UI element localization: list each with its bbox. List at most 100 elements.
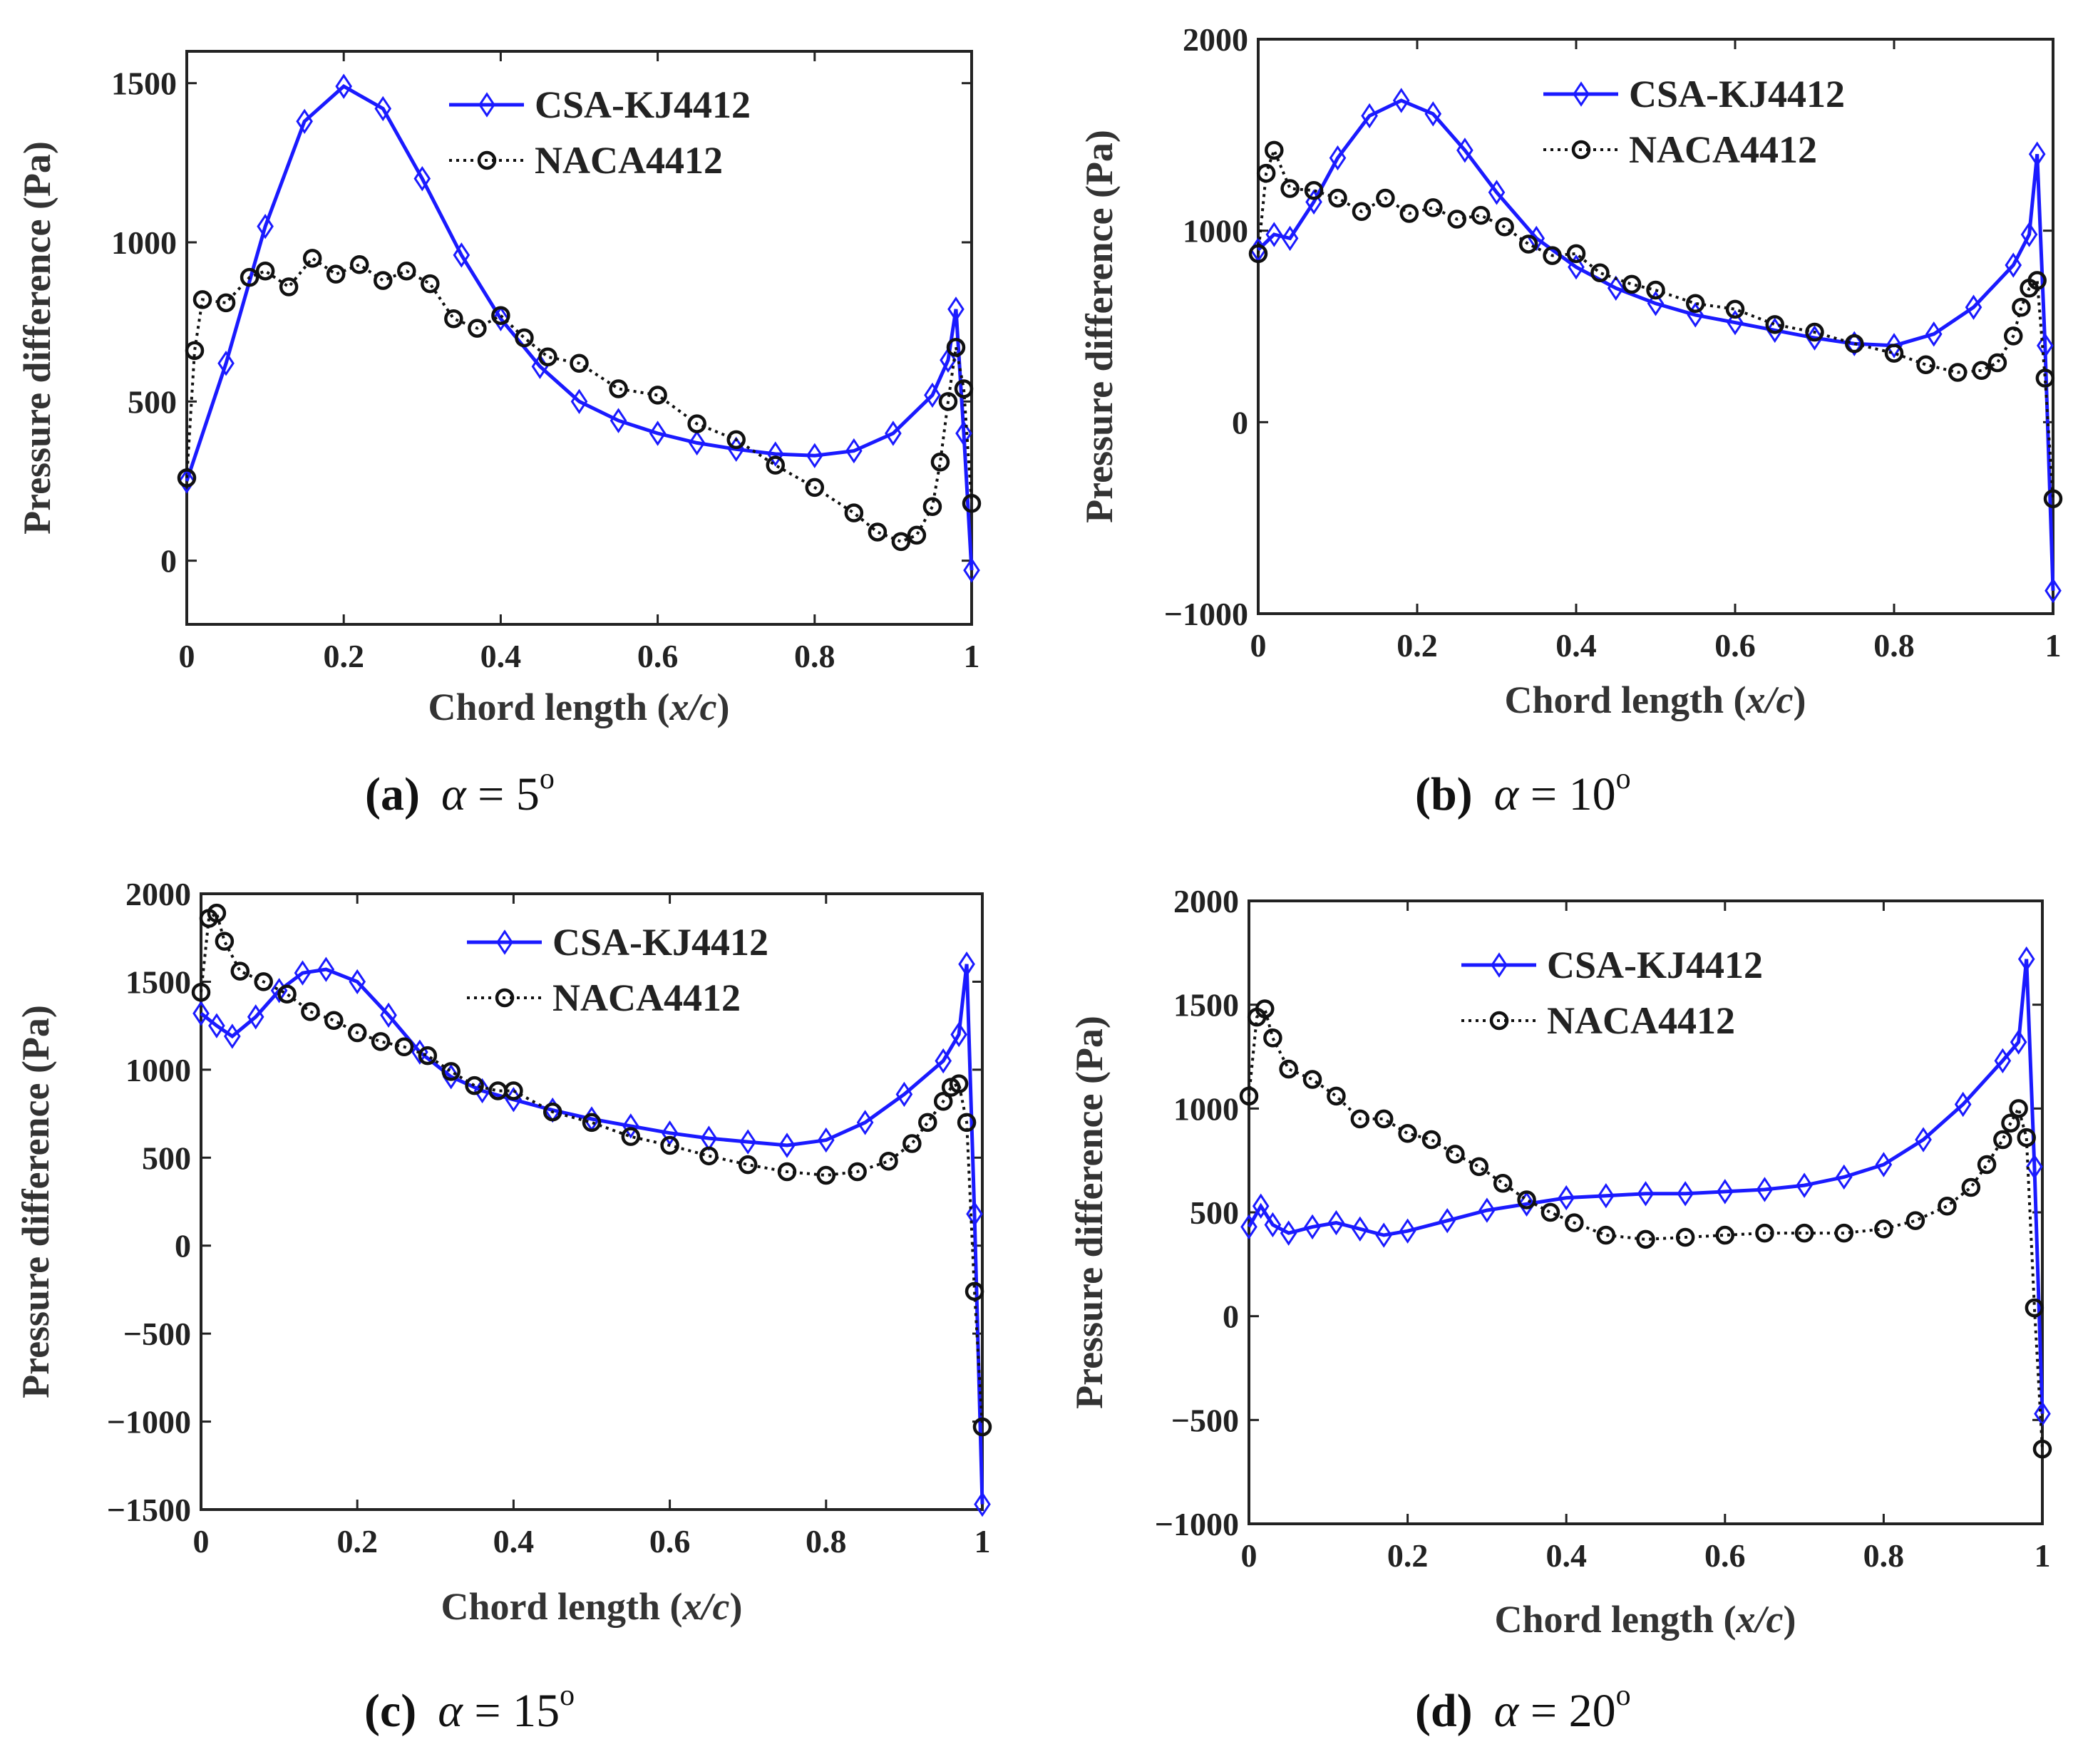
caption-degree: o [1616, 1679, 1631, 1712]
data-point-circle [1350, 1109, 1370, 1129]
x-axis-label-suffix: ) [717, 686, 730, 728]
data-point-circle [1646, 280, 1665, 300]
y-axis-label: Pressure difference (Pa) [16, 141, 58, 535]
data-point-circle [1993, 1130, 2012, 1150]
x-axis-label-suffix: ) [1794, 679, 1806, 721]
data-point-circle [805, 478, 825, 497]
data-point-circle [1518, 234, 1538, 254]
data-point-circle [1938, 1197, 1957, 1216]
x-tick-label: 0.8 [1873, 627, 1915, 664]
caption-alpha: α [441, 768, 467, 820]
data-point-circle [301, 1002, 320, 1021]
legend-label: CSA-KJ4412 [1547, 944, 1763, 986]
y-tick-label: −1000 [107, 1404, 191, 1440]
data-point-circle [1755, 1223, 1774, 1243]
x-axis-label-variable: x/c [1746, 679, 1794, 721]
data-point-diamond [947, 296, 965, 322]
data-point-circle [1590, 263, 1610, 283]
data-point-circle [1725, 299, 1745, 319]
data-point-circle [277, 984, 297, 1004]
data-point-circle [946, 338, 966, 357]
data-point-circle [1541, 1202, 1560, 1222]
y-tick-label: 2000 [1173, 883, 1239, 919]
data-point-diamond [335, 73, 353, 99]
y-tick-label: 0 [1223, 1299, 1239, 1335]
legend: CSA-KJ4412 NACA4412 [1461, 944, 1763, 1042]
data-point-diamond [806, 443, 823, 468]
y-tick-label: −500 [123, 1316, 191, 1352]
data-point-circle [687, 414, 706, 433]
data-point-circle [349, 255, 369, 274]
caption-alpha: α [1494, 1685, 1520, 1737]
legend-label: NACA4412 [1629, 128, 1817, 171]
data-point-circle [1794, 1223, 1814, 1243]
plot-frame [200, 892, 984, 1511]
data-point-diamond [2037, 333, 2054, 359]
x-tick-label: 0 [1250, 627, 1267, 664]
x-tick-label: 0.8 [794, 638, 835, 674]
data-point-diamond [1264, 1212, 1282, 1238]
data-point-diamond [1727, 309, 1744, 336]
x-tick-label: 1 [964, 638, 980, 674]
data-point-circle [216, 293, 236, 313]
data-point-circle [347, 1023, 367, 1043]
data-point-diamond [1677, 1181, 1694, 1207]
caption-equals: = [463, 1685, 513, 1737]
data-point-diamond [257, 213, 274, 239]
x-tick-label: 0.2 [1397, 627, 1438, 664]
data-point-circle [726, 430, 746, 450]
data-point-circle [2009, 1099, 2028, 1118]
x-tick-label: 0 [179, 638, 195, 674]
data-point-circle [1805, 322, 1824, 342]
data-point-circle [1884, 344, 1904, 363]
data-point-diamond [192, 1001, 210, 1026]
data-point-diamond [778, 1133, 796, 1158]
data-point-diamond [817, 1127, 835, 1153]
data-point-diamond [622, 1113, 639, 1139]
data-point-diamond [1392, 88, 1410, 113]
data-point-circle [699, 1146, 719, 1166]
caption-degree: o [540, 763, 555, 795]
y-tick-label: 1000 [1173, 1090, 1239, 1127]
data-point-circle [1374, 1109, 1394, 1129]
panel-caption: (a) α = 5o [365, 763, 555, 820]
series-csa-kj4412 [1250, 88, 2062, 604]
chart-panel-d: 0 0.2 0.4 0.6 0.8 1 −1000 −500 0 500 1000 1500 2000 C… [1068, 883, 2052, 1737]
series-line [1257, 98, 2055, 591]
legend-marker-circle [1571, 140, 1591, 160]
data-point-circle [1447, 210, 1466, 229]
data-point-diamond [609, 408, 627, 433]
series-line [200, 910, 984, 1428]
data-point-diamond [966, 1201, 983, 1227]
data-point-diamond [2044, 578, 2062, 604]
data-point-circle [1471, 205, 1491, 225]
legend: CSA-KJ4412 NACA4412 [467, 921, 768, 1019]
data-point-circle [1543, 246, 1562, 265]
data-point-circle [962, 494, 982, 513]
caption-equals: = [1518, 1685, 1568, 1737]
legend: CSA-KJ4412 NACA4412 [449, 83, 751, 182]
legend-marker-diamond [1491, 952, 1508, 978]
data-point-diamond [935, 1048, 952, 1074]
legend-marker-circle [477, 150, 497, 170]
series-line [185, 256, 973, 544]
data-point-diamond [1488, 180, 1506, 205]
x-tick-label: 1 [2035, 1537, 2051, 1574]
x-tick-label: 0.4 [1555, 627, 1597, 664]
chart-panel-a: 0 0.2 0.4 0.6 0.8 1 0 500 1000 1500 Chord length (… [16, 50, 982, 820]
y-axis-label: Pressure difference (Pa) [1068, 1016, 1111, 1409]
data-point-circle [1845, 334, 1864, 354]
data-point-diamond [317, 956, 335, 982]
data-point-circle [538, 347, 557, 367]
y-tick-label: −1500 [107, 1492, 191, 1528]
data-point-circle [2043, 489, 2063, 509]
data-point-circle [609, 379, 628, 398]
y-tick-label: 2000 [1183, 21, 1248, 58]
x-axis-label-suffix: ) [1784, 1598, 1796, 1641]
data-point-circle [1566, 244, 1586, 264]
data-point-circle [1972, 361, 1991, 381]
x-tick-label: 0.4 [1545, 1537, 1587, 1574]
data-point-circle [326, 264, 346, 284]
x-tick-label: 0.6 [649, 1523, 691, 1559]
